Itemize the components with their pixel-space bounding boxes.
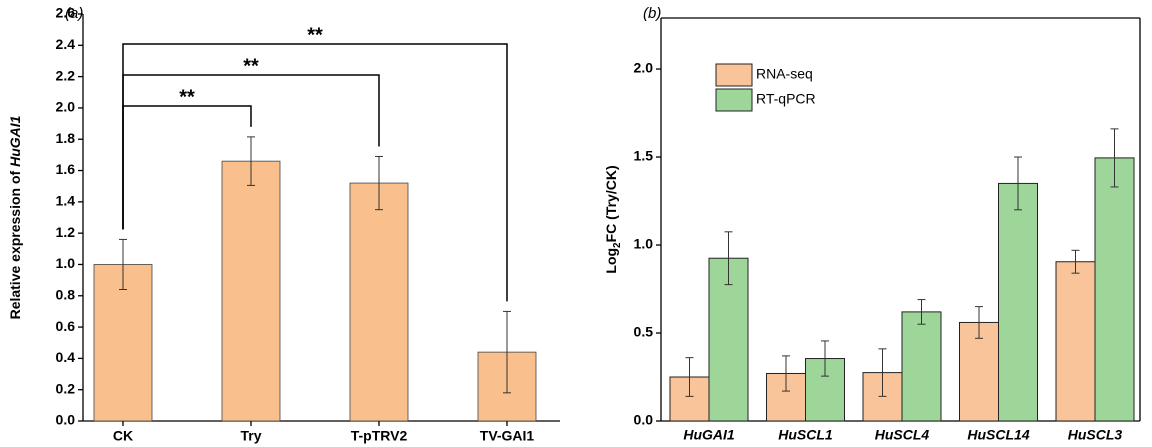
y-tick-label: 1.6	[56, 161, 76, 177]
x-tick-label: HuSCL4	[875, 427, 930, 443]
y-axis-label: Relative expression of HuGAI1	[7, 115, 23, 319]
bar	[998, 182, 1038, 422]
y-tick-label: 0.4	[56, 349, 76, 365]
bar	[349, 182, 409, 422]
legend-label: RNA-seq	[756, 66, 813, 82]
y-tick-label: 2.2	[56, 67, 76, 83]
y-tick-label: 1.2	[56, 224, 76, 240]
bar	[221, 160, 281, 422]
y-axis-label: Log2FC (Try/CK)	[603, 165, 623, 273]
significance-label: **	[243, 55, 259, 77]
y-axis-label-part: Relative expression of	[7, 167, 23, 320]
y-tick-label: 1.8	[56, 130, 76, 146]
y-axis-label-part: FC (Try/CK)	[603, 165, 619, 242]
panel-label: (a)	[65, 5, 83, 22]
bar	[901, 311, 942, 422]
significance-label: **	[179, 86, 195, 108]
y-tick-label: 1.0	[634, 236, 654, 252]
y-axis-label-part: 2	[612, 242, 623, 248]
y-tick-label: 0.5	[634, 324, 654, 340]
y-tick-label: 2.0	[634, 60, 654, 76]
y-tick-label: 0.8	[56, 286, 76, 302]
y-tick-label: 1.4	[56, 193, 76, 209]
x-tick-label: HuSCL14	[967, 427, 1029, 443]
y-tick-label: 0.2	[56, 380, 76, 396]
x-tick-label: HuSCL1	[778, 427, 833, 443]
y-tick-label: 2.0	[56, 99, 76, 115]
x-tick-label: HuGAI1	[683, 427, 735, 443]
x-tick-label: HuSCL3	[1068, 427, 1123, 443]
x-tick-label: CK	[113, 428, 133, 444]
y-tick-label: 0.6	[56, 318, 76, 334]
legend-label: RT-qPCR	[756, 91, 816, 107]
y-tick-label: 2.6	[56, 5, 76, 21]
y-tick-label: 0.0	[634, 412, 654, 428]
legend-swatch	[715, 63, 753, 87]
x-tick-label: TV-GAI1	[480, 428, 535, 444]
legend-swatch	[715, 88, 753, 112]
y-axis-label-part: Log	[603, 248, 619, 274]
y-tick-label: 1.5	[634, 148, 654, 164]
panel-label: (b)	[643, 5, 661, 22]
y-tick-label: 2.4	[56, 36, 76, 52]
x-tick-label: T-pTRV2	[351, 428, 408, 444]
y-tick-label: 0.0	[56, 412, 76, 428]
bar	[1055, 261, 1096, 422]
y-tick-label: 1.0	[56, 255, 76, 271]
significance-bracket	[122, 43, 508, 302]
significance-label: **	[307, 24, 323, 46]
x-tick-label: Try	[240, 428, 261, 444]
bar	[959, 321, 999, 422]
bar	[1094, 157, 1135, 422]
y-axis-label-part: HuGAI1	[7, 115, 23, 167]
